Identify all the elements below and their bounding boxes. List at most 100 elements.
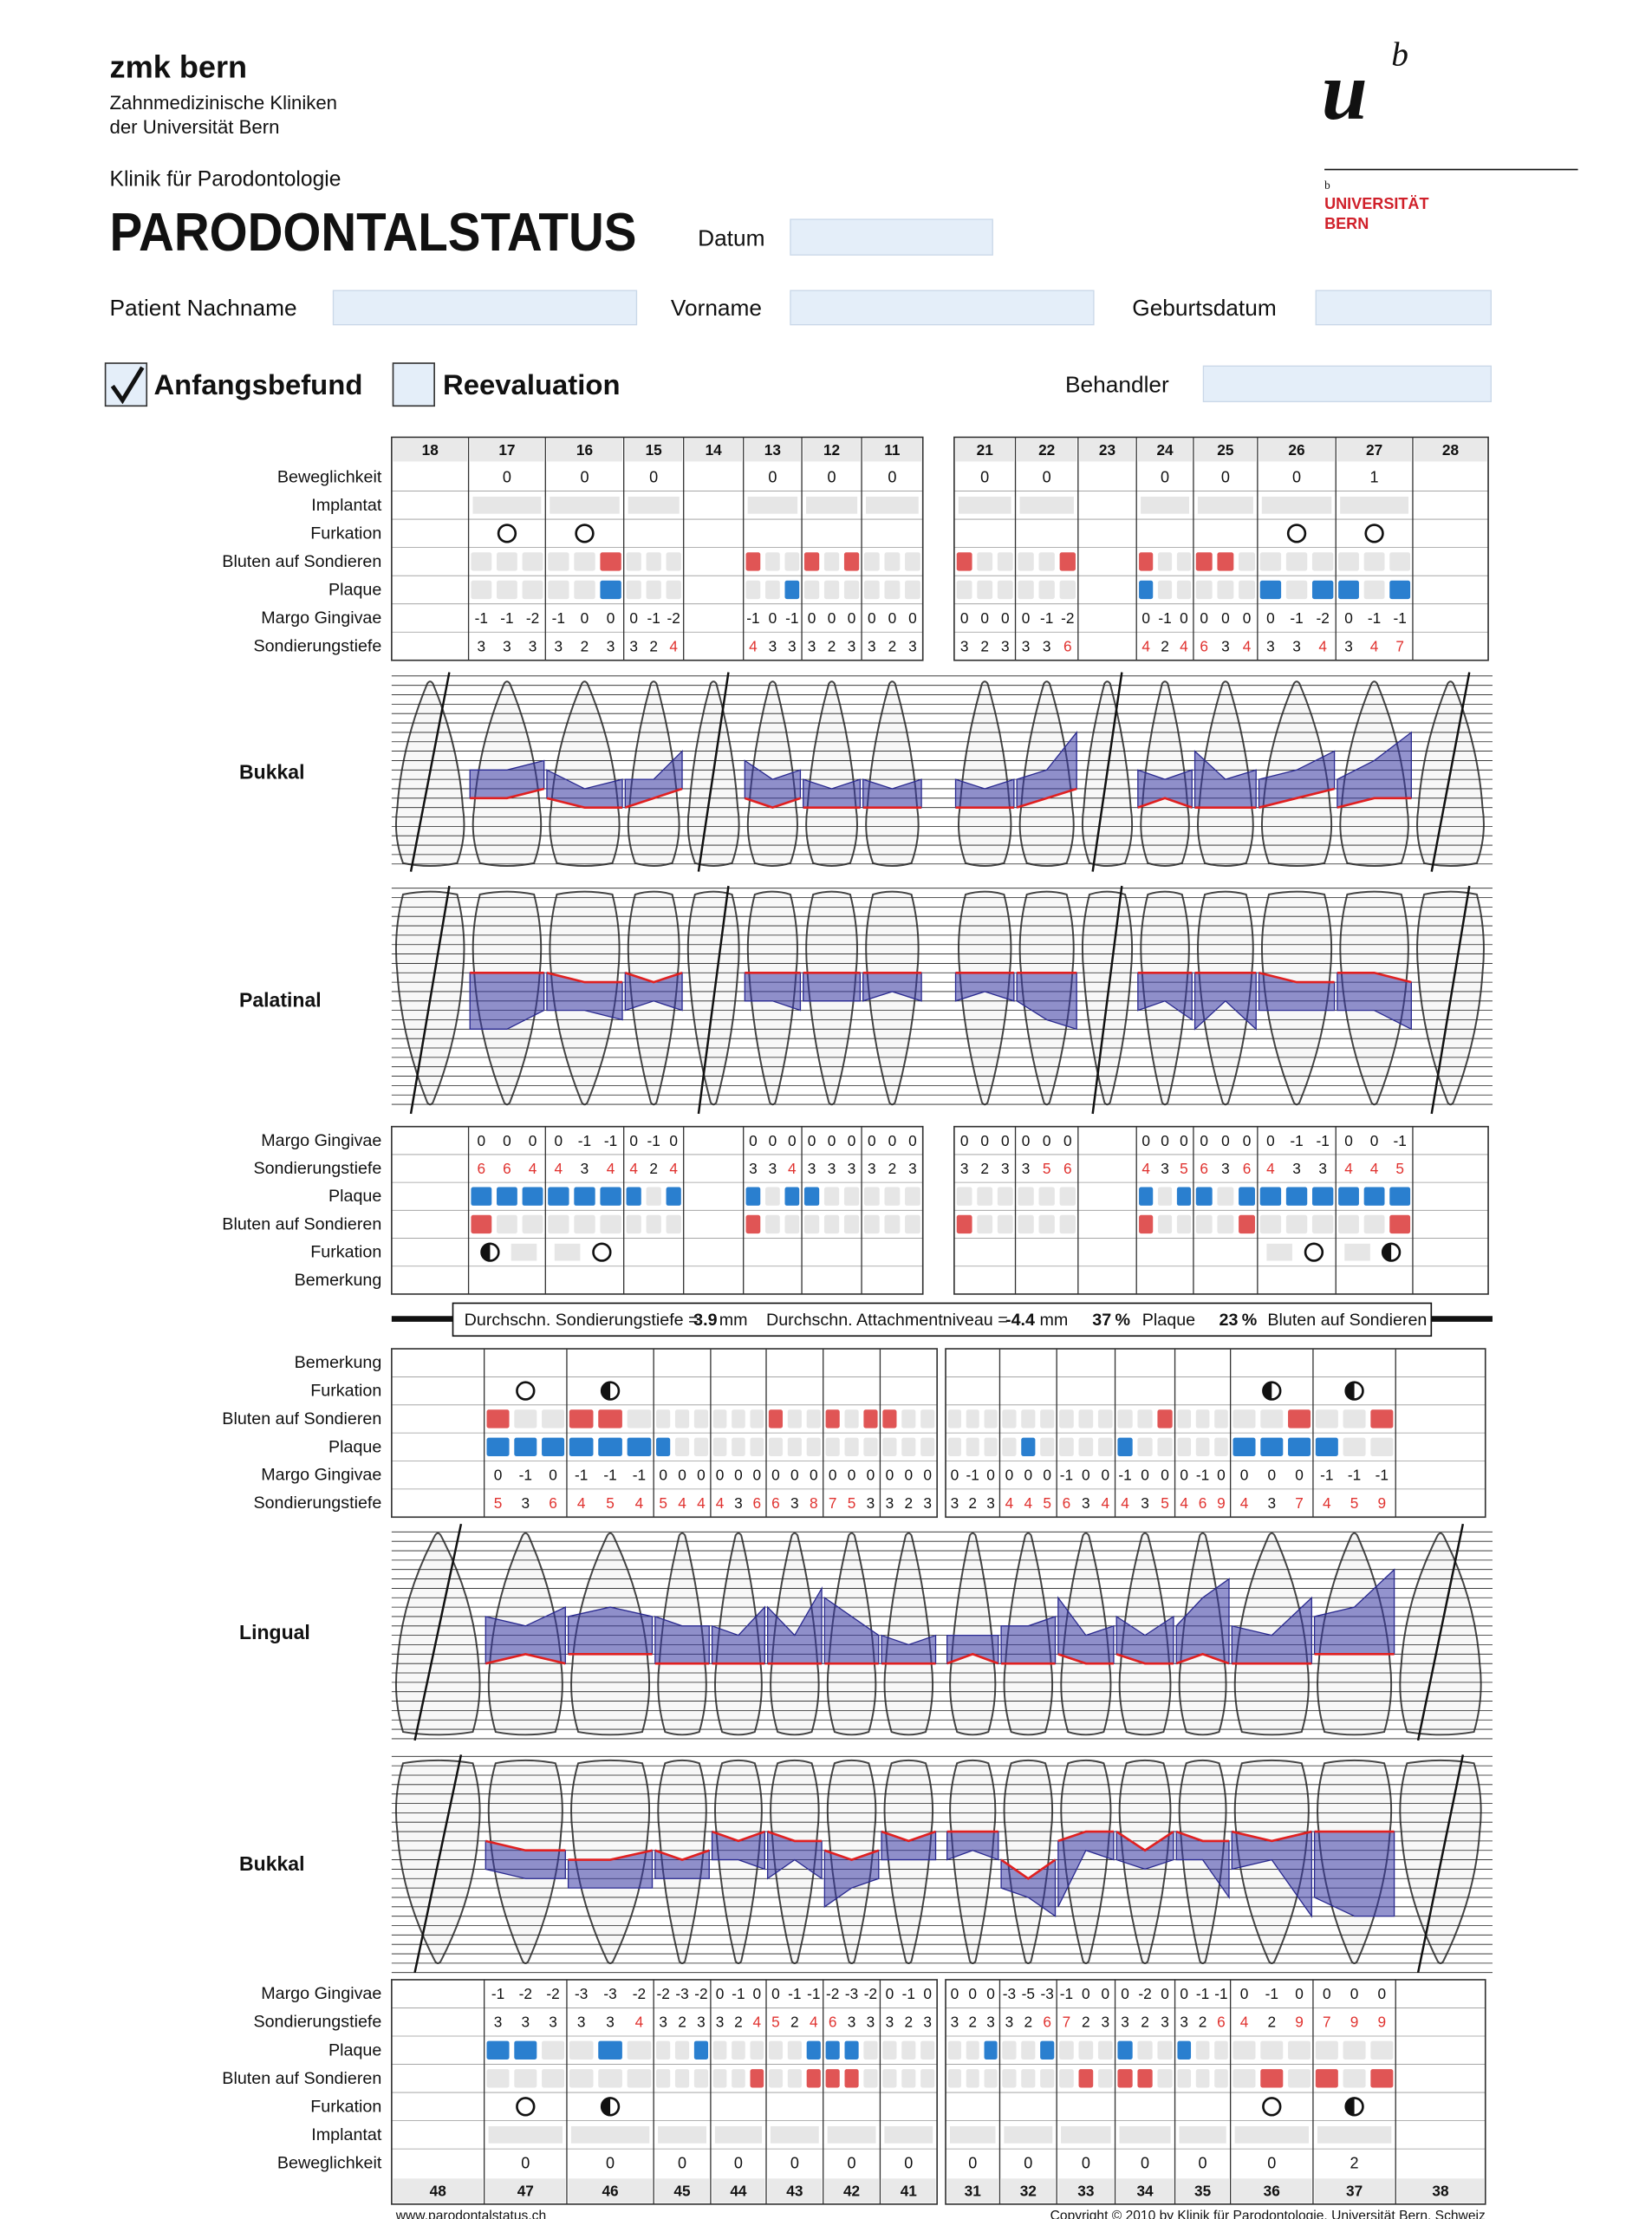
plaque-site <box>569 2040 594 2060</box>
reevaluation-checkbox[interactable] <box>392 362 435 407</box>
plaque-site <box>956 580 972 600</box>
plaque-site <box>1311 1187 1334 1206</box>
depth-value: 2 <box>1161 637 1169 654</box>
bleeding-site <box>1195 1409 1210 1428</box>
plaque-site <box>1097 1437 1113 1457</box>
furcation-fill <box>1345 1382 1355 1400</box>
bleeding-site <box>497 552 517 571</box>
bleeding-site <box>966 1409 979 1428</box>
mobility-value: 0 <box>1024 2154 1032 2171</box>
summary-label: Plaque <box>1142 1311 1195 1330</box>
margin-value: 0 <box>960 1132 969 1149</box>
margin-value: -2 <box>864 1985 877 2002</box>
birth-date-input[interactable] <box>1315 290 1492 326</box>
depth-value: 2 <box>1267 2014 1276 2031</box>
depth-value: 3 <box>790 1494 799 1512</box>
plaque-site <box>1021 2040 1036 2060</box>
depth-value: 9 <box>1217 1494 1226 1512</box>
depth-value: 3 <box>1102 2014 1110 2031</box>
bleeding-site <box>1002 2069 1017 2088</box>
tooth <box>883 1532 934 1736</box>
tooth-number-cell <box>1414 439 1487 462</box>
row-label: Bemerkung <box>295 1271 382 1290</box>
depth-value: 3 <box>734 1494 743 1512</box>
margin-value: -2 <box>667 609 680 627</box>
margin-value: -1 <box>552 609 565 627</box>
bleeding-site <box>1239 552 1255 571</box>
bleeding-site <box>1117 2069 1133 2088</box>
bleeding-site <box>1338 1214 1359 1234</box>
implant-cell <box>1340 496 1409 514</box>
depth-value: 3 <box>1221 637 1230 654</box>
summary-unit: % <box>1242 1311 1258 1330</box>
bleeding-site <box>486 1409 510 1428</box>
last-name-input[interactable] <box>332 290 638 326</box>
bleeding-site <box>1059 1214 1076 1234</box>
table-border <box>953 1125 1489 1295</box>
depth-value: 4 <box>669 1160 678 1177</box>
tooth <box>949 1759 997 1965</box>
depth-value: 4 <box>1005 1494 1014 1512</box>
plaque-site <box>787 1437 802 1457</box>
bleeding-site <box>920 1409 935 1428</box>
bleeding-site <box>901 1409 916 1428</box>
gingival-margin <box>1175 1652 1230 1665</box>
bleeding-site <box>1285 1214 1308 1234</box>
logo-city: BERN <box>1324 215 1369 232</box>
bleeding-site <box>1040 2069 1055 2088</box>
bleeding-site <box>1217 1214 1234 1234</box>
plaque-site <box>1285 580 1308 600</box>
plaque-site <box>1195 2040 1210 2060</box>
plaque-site <box>1338 580 1359 600</box>
depth-value: 3 <box>1082 1494 1090 1512</box>
margin-value: 0 <box>923 1985 932 2002</box>
depth-value: 4 <box>1266 1160 1275 1177</box>
bleeding-site <box>920 2069 935 2088</box>
margin-value: 0 <box>828 1132 836 1149</box>
margin-value: -2 <box>1316 609 1329 627</box>
margin-value: 0 <box>848 1467 856 1484</box>
tooth-number: 36 <box>1264 2182 1280 2199</box>
date-input[interactable] <box>790 218 993 256</box>
logo-uni: UNIVERSITÄT <box>1324 195 1428 212</box>
margin-value: -2 <box>633 1985 646 2002</box>
examiner-input[interactable] <box>1202 365 1492 403</box>
margin-value: 0 <box>1082 1985 1090 2002</box>
margin-value: 0 <box>788 1132 797 1149</box>
tooth-number-cell <box>625 439 683 462</box>
plaque-site <box>666 1187 681 1206</box>
depth-value: 4 <box>529 1160 537 1177</box>
depth-value: 4 <box>1370 1160 1379 1177</box>
first-name-input[interactable] <box>790 290 1095 326</box>
bleeding-site <box>542 2069 565 2088</box>
section-label: Bukkal <box>239 761 304 784</box>
depth-value: 2 <box>980 1160 989 1177</box>
margin-value: -1 <box>1118 1467 1131 1484</box>
row-label: Plaque <box>328 2040 381 2060</box>
bleeding-site <box>1038 1214 1055 1234</box>
row-label: Bluten auf Sondieren <box>222 1214 381 1233</box>
plaque-site <box>784 1187 800 1206</box>
row-label: Bemerkung <box>295 1353 382 1372</box>
plaque-site <box>997 1187 1013 1206</box>
plaque-site <box>1315 2040 1338 2060</box>
bleeding-site <box>823 552 840 571</box>
implant-cell <box>1004 2126 1053 2144</box>
margin-value: 0 <box>908 1132 917 1149</box>
depth-value: 6 <box>1243 1160 1252 1177</box>
title: PARODONTALSTATUS <box>110 202 637 263</box>
margin-value: 0 <box>771 1985 780 2002</box>
plaque-site <box>1157 580 1173 600</box>
margin-value: 0 <box>1141 1467 1149 1484</box>
tooth-number-cell <box>767 2178 823 2203</box>
plaque-site <box>1040 1437 1055 1457</box>
margin-value: -2 <box>694 1985 707 2002</box>
plaque-site <box>1311 580 1334 600</box>
margin-value: 0 <box>980 1132 989 1149</box>
bleeding-site <box>598 1409 622 1428</box>
bleeding-site <box>784 552 800 571</box>
furcation <box>1286 524 1307 543</box>
tooth <box>865 680 920 868</box>
bleeding-site <box>548 552 569 571</box>
plaque-site <box>1232 1437 1256 1457</box>
